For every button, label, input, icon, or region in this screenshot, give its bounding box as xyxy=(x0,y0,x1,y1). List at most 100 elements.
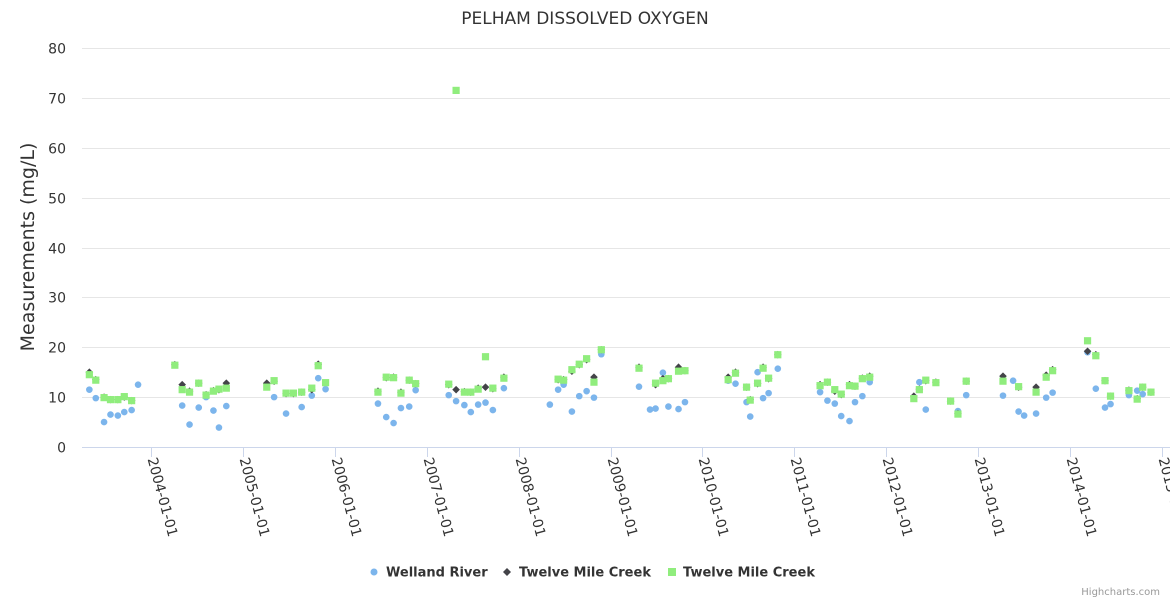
data-point[interactable] xyxy=(100,418,108,426)
data-point[interactable] xyxy=(837,390,845,398)
data-point[interactable] xyxy=(120,393,128,401)
data-point[interactable] xyxy=(215,385,223,393)
data-point[interactable] xyxy=(932,379,940,387)
data-point[interactable] xyxy=(1042,373,1050,381)
data-point[interactable] xyxy=(397,389,405,397)
data-point[interactable] xyxy=(732,380,739,387)
data-point[interactable] xyxy=(92,394,100,402)
data-point[interactable] xyxy=(1049,367,1057,375)
data-point[interactable] xyxy=(1101,404,1109,411)
data-point[interactable] xyxy=(816,388,824,396)
data-point[interactable] xyxy=(765,389,772,397)
data-point[interactable] xyxy=(759,394,767,402)
data-point[interactable] xyxy=(816,382,824,390)
legend-item-twelve-mile-creek-square[interactable]: Twelve Mile Creek xyxy=(668,566,815,581)
data-point[interactable] xyxy=(916,378,923,386)
data-point[interactable] xyxy=(308,384,316,392)
data-point[interactable] xyxy=(186,421,193,428)
data-point[interactable] xyxy=(575,392,583,400)
data-point[interactable] xyxy=(1101,377,1109,385)
data-point[interactable] xyxy=(314,362,322,370)
data-point[interactable] xyxy=(298,403,305,411)
data-point[interactable] xyxy=(1133,387,1141,394)
data-point[interactable] xyxy=(374,400,382,407)
data-point[interactable] xyxy=(474,385,482,393)
data-point[interactable] xyxy=(209,387,218,395)
data-point[interactable] xyxy=(85,371,93,379)
data-point[interactable] xyxy=(858,375,866,383)
data-point[interactable] xyxy=(659,377,667,385)
data-point[interactable] xyxy=(461,401,468,409)
data-point[interactable] xyxy=(554,386,562,393)
data-point[interactable] xyxy=(482,399,489,406)
data-point[interactable] xyxy=(837,412,845,420)
data-point[interactable] xyxy=(1032,410,1040,417)
data-point[interactable] xyxy=(1049,389,1056,396)
data-point[interactable] xyxy=(452,86,460,94)
data-point[interactable] xyxy=(962,391,970,399)
data-point[interactable] xyxy=(999,392,1007,399)
data-point[interactable] xyxy=(282,389,290,397)
data-point[interactable] xyxy=(500,374,508,382)
data-point[interactable] xyxy=(753,379,762,387)
data-point[interactable] xyxy=(1139,390,1146,398)
data-point[interactable] xyxy=(646,406,654,413)
data-point[interactable] xyxy=(746,413,754,420)
data-point[interactable] xyxy=(114,396,122,404)
data-point[interactable] xyxy=(452,385,460,394)
data-point[interactable] xyxy=(759,364,767,372)
data-point[interactable] xyxy=(560,376,568,384)
data-point[interactable] xyxy=(765,374,773,382)
data-point[interactable] xyxy=(1106,392,1115,400)
data-point[interactable] xyxy=(831,400,839,407)
data-point[interactable] xyxy=(635,364,643,372)
data-point[interactable] xyxy=(412,386,419,394)
data-point[interactable] xyxy=(405,403,413,410)
data-point[interactable] xyxy=(1009,377,1017,384)
data-point[interactable] xyxy=(178,386,186,394)
data-point[interactable] xyxy=(915,386,923,394)
data-point[interactable] xyxy=(289,389,298,397)
data-point[interactable] xyxy=(223,402,230,410)
data-point[interactable] xyxy=(583,387,590,395)
data-point[interactable] xyxy=(590,378,598,386)
data-point[interactable] xyxy=(922,376,930,384)
data-point[interactable] xyxy=(481,353,490,361)
data-point[interactable] xyxy=(1020,412,1028,419)
data-point[interactable] xyxy=(962,377,970,385)
data-point[interactable] xyxy=(846,417,853,425)
legend-item-welland-river[interactable]: Welland River xyxy=(370,566,489,581)
data-point[interactable] xyxy=(635,383,643,390)
data-point[interactable] xyxy=(910,395,918,403)
data-point[interactable] xyxy=(467,388,475,396)
data-point[interactable] xyxy=(263,383,271,391)
data-point[interactable] xyxy=(824,397,831,404)
data-point[interactable] xyxy=(665,403,672,410)
data-point[interactable] xyxy=(178,402,186,409)
data-point[interactable] xyxy=(583,355,591,363)
data-point[interactable] xyxy=(1092,352,1100,360)
data-point[interactable] xyxy=(134,381,142,388)
data-point[interactable] xyxy=(114,412,122,419)
data-point[interactable] xyxy=(590,373,598,381)
data-point[interactable] xyxy=(120,408,128,416)
data-point[interactable] xyxy=(202,391,210,399)
data-point[interactable] xyxy=(954,410,962,418)
data-point[interactable] xyxy=(412,380,420,388)
data-point[interactable] xyxy=(1139,383,1147,391)
data-point[interactable] xyxy=(389,374,398,382)
data-point[interactable] xyxy=(195,404,203,411)
data-point[interactable] xyxy=(445,391,453,399)
data-point[interactable] xyxy=(222,379,231,387)
data-point[interactable] xyxy=(674,367,683,375)
data-point[interactable] xyxy=(831,386,839,394)
data-point[interactable] xyxy=(195,379,203,387)
data-point[interactable] xyxy=(946,397,955,405)
data-point[interactable] xyxy=(500,384,508,392)
data-point[interactable] xyxy=(215,424,223,431)
data-point[interactable] xyxy=(210,407,217,414)
data-point[interactable] xyxy=(568,408,576,415)
data-point[interactable] xyxy=(1032,388,1040,396)
data-point[interactable] xyxy=(270,393,278,401)
data-point[interactable] xyxy=(724,376,732,384)
